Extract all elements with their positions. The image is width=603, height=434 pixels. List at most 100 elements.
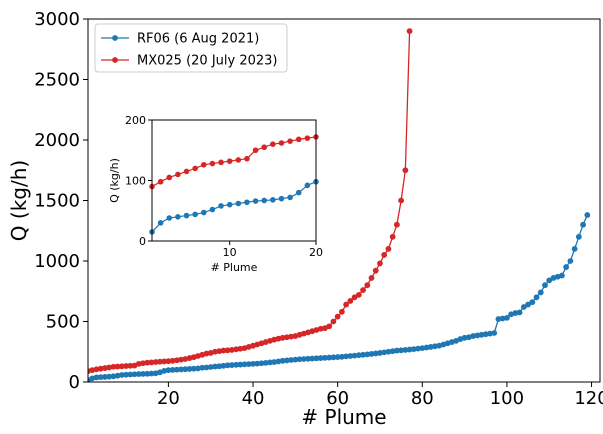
data-point bbox=[165, 358, 172, 365]
data-point bbox=[364, 351, 371, 358]
data-point bbox=[495, 316, 502, 322]
inset-data-point bbox=[226, 201, 233, 208]
data-point bbox=[398, 197, 405, 204]
data-point bbox=[300, 356, 307, 362]
y-tick-label: 1000 bbox=[34, 251, 80, 272]
inset-data-point bbox=[209, 160, 216, 167]
data-point bbox=[334, 313, 341, 320]
data-point bbox=[360, 351, 366, 358]
inset-data-point bbox=[295, 136, 302, 143]
y-tick-label: 500 bbox=[46, 312, 80, 333]
data-point bbox=[351, 294, 358, 301]
data-point bbox=[288, 333, 295, 340]
data-point bbox=[173, 357, 180, 364]
data-point bbox=[127, 371, 134, 378]
data-point bbox=[135, 371, 142, 377]
x-tick-label: 80 bbox=[411, 388, 434, 409]
inset-data-point bbox=[287, 138, 293, 144]
inset-data-point bbox=[295, 189, 302, 196]
data-point bbox=[93, 374, 100, 381]
inset-data-point bbox=[183, 212, 190, 219]
data-point bbox=[385, 246, 392, 252]
data-point bbox=[512, 310, 519, 316]
data-point bbox=[584, 212, 591, 218]
data-point bbox=[152, 359, 159, 365]
data-point bbox=[537, 289, 544, 296]
data-point bbox=[178, 366, 184, 373]
data-point bbox=[144, 370, 151, 377]
data-point bbox=[516, 309, 523, 316]
legend-box bbox=[94, 23, 288, 73]
data-point bbox=[487, 330, 493, 337]
y-tick-label: 2500 bbox=[34, 70, 80, 91]
legend-label: MX025 (20 July 2023) bbox=[137, 54, 277, 69]
data-point bbox=[203, 350, 210, 357]
x-tick-label: 20 bbox=[157, 388, 180, 409]
data-point bbox=[123, 371, 129, 378]
data-point bbox=[478, 331, 485, 338]
data-point bbox=[360, 287, 366, 293]
data-point bbox=[262, 359, 269, 366]
data-point bbox=[296, 356, 303, 363]
data-point bbox=[135, 360, 142, 367]
data-point bbox=[385, 348, 392, 355]
data-point bbox=[140, 360, 146, 367]
data-point bbox=[118, 372, 125, 378]
data-point bbox=[123, 363, 129, 369]
inset-data-point bbox=[192, 165, 198, 172]
inset-data-point bbox=[183, 168, 190, 175]
data-point bbox=[415, 345, 421, 352]
data-point bbox=[271, 359, 278, 365]
data-point bbox=[258, 360, 265, 367]
inset-data-point bbox=[252, 147, 259, 154]
data-point bbox=[525, 301, 531, 308]
data-point bbox=[406, 346, 413, 353]
data-point bbox=[224, 347, 231, 354]
data-point bbox=[389, 233, 396, 240]
data-point bbox=[305, 355, 311, 362]
data-point bbox=[334, 354, 341, 360]
inset-data-point bbox=[278, 195, 285, 202]
data-point bbox=[212, 348, 218, 355]
inset-data-point bbox=[304, 135, 311, 141]
data-point bbox=[97, 374, 104, 381]
data-point bbox=[118, 363, 125, 370]
data-point bbox=[571, 246, 578, 252]
data-point bbox=[402, 167, 409, 174]
data-point bbox=[491, 330, 498, 336]
inset-data-point bbox=[218, 159, 224, 166]
data-point bbox=[140, 370, 146, 377]
data-point bbox=[364, 282, 371, 289]
data-point bbox=[131, 371, 138, 378]
x-axis-label: # Plume bbox=[301, 405, 386, 429]
data-point bbox=[144, 359, 151, 366]
data-point bbox=[110, 373, 117, 380]
inset-data-point bbox=[166, 174, 173, 181]
data-point bbox=[410, 346, 417, 352]
y-tick-label: 2000 bbox=[34, 130, 80, 151]
data-point bbox=[228, 347, 235, 353]
data-point bbox=[148, 359, 155, 366]
data-point bbox=[250, 360, 256, 367]
inset-data-point bbox=[200, 209, 207, 216]
data-point bbox=[241, 361, 248, 368]
data-point bbox=[199, 364, 206, 371]
data-point bbox=[529, 299, 536, 306]
data-point bbox=[220, 347, 227, 354]
inset-data-point bbox=[209, 206, 216, 213]
data-point bbox=[313, 355, 320, 362]
data-point bbox=[254, 360, 261, 367]
inset-data-point bbox=[270, 141, 276, 147]
data-point bbox=[169, 367, 176, 373]
data-point bbox=[190, 365, 197, 372]
data-point bbox=[432, 343, 438, 350]
data-point bbox=[102, 374, 108, 380]
inset-data-point bbox=[304, 182, 311, 189]
data-point bbox=[224, 362, 231, 369]
data-point bbox=[347, 353, 354, 359]
inset-data-point bbox=[226, 158, 233, 164]
data-point bbox=[233, 361, 239, 368]
data-point bbox=[114, 363, 121, 370]
